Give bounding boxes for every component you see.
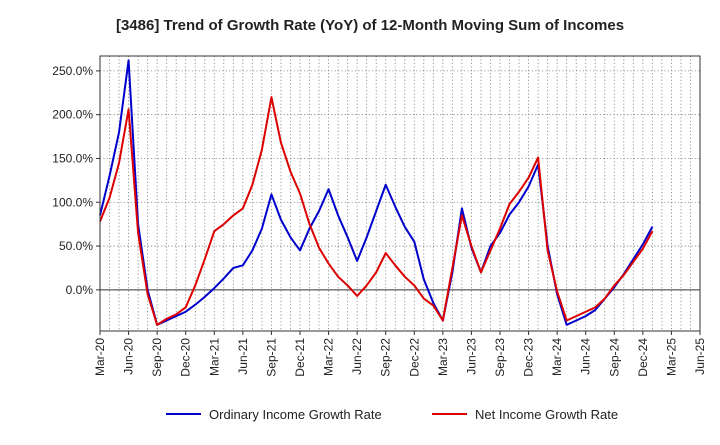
x-tick-label: Mar-22 [322, 338, 336, 376]
x-tick-label: Mar-24 [550, 338, 564, 376]
x-tick-label: Sep-22 [379, 338, 393, 377]
y-tick-label: 250.0% [52, 64, 93, 78]
x-tick-label: Jun-20 [122, 338, 136, 375]
legend: Ordinary Income Growth Rate Net Income Gr… [166, 407, 618, 422]
x-tick-label: Jun-24 [579, 338, 593, 375]
x-tick-label: Mar-23 [436, 338, 450, 376]
x-tick-label: Jun-21 [236, 338, 250, 375]
series-line-net-income [99, 96, 654, 326]
x-tick-label: Mar-20 [93, 338, 107, 376]
x-tick-label: Dec-23 [522, 338, 536, 377]
y-axis-ticks: 0.0% 50.0% 100.0% 150.0% 200.0% 250.0% [52, 64, 100, 297]
plot-frame [99, 55, 701, 332]
x-tick-label: Dec-20 [179, 338, 193, 377]
y-tick-label: 200.0% [52, 108, 93, 122]
y-tick-label: 100.0% [52, 195, 93, 209]
x-tick-label: Sep-20 [150, 338, 164, 377]
x-tick-label: Jun-22 [350, 338, 364, 375]
y-tick-label: 150.0% [52, 151, 93, 165]
x-axis-ticks: Mar-20 Jun-20 Sep-20 Dec-20 Mar-21 Jun-21 Sep-… [93, 331, 707, 377]
y-tick-label: 50.0% [59, 239, 93, 253]
x-tick-label: Jun-23 [464, 338, 478, 375]
chart-title: [3486] Trend of Growth Rate (YoY) of 12-… [116, 17, 624, 34]
series-lines [99, 59, 654, 326]
x-tick-label: Sep-21 [264, 338, 278, 377]
x-tick-label: Jun-25 [693, 338, 707, 375]
x-tick-label: Dec-24 [636, 338, 650, 377]
x-tick-label: Sep-23 [493, 338, 507, 377]
x-tick-label: Mar-21 [207, 338, 221, 376]
series-line-ordinary-income [99, 59, 654, 326]
legend-label: Net Income Growth Rate [475, 407, 618, 422]
x-tick-label: Sep-24 [607, 338, 621, 377]
x-tick-label: Mar-25 [664, 338, 678, 376]
legend-label: Ordinary Income Growth Rate [209, 407, 382, 422]
x-tick-label: Dec-21 [293, 338, 307, 377]
x-tick-label: Dec-22 [407, 338, 421, 377]
grid [100, 56, 700, 331]
y-tick-label: 0.0% [66, 283, 94, 297]
